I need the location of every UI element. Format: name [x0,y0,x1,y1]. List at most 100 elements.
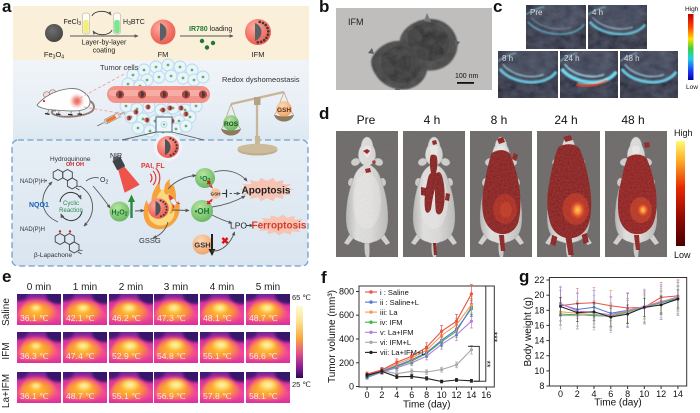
svg-text:GSH: GSH [277,107,291,114]
svg-text:Low: Low [686,84,698,91]
svg-text:0: 0 [364,390,369,400]
svg-text:8: 8 [424,390,429,400]
svg-text:✖: ✖ [207,180,212,187]
svg-text:4 h: 4 h [592,8,603,17]
svg-text:18: 18 [534,305,544,315]
svg-text:4: 4 [591,389,596,399]
svg-text:GSH: GSH [194,241,210,250]
svg-text:FeCl3: FeCl3 [63,19,81,27]
svg-text:High: High [685,6,699,13]
svg-text:47.3 ℃: 47.3 ℃ [157,313,186,323]
svg-text:8: 8 [539,381,544,391]
svg-text:0: 0 [558,389,563,399]
svg-text:10: 10 [437,390,447,400]
svg-text:48.1 ℃: 48.1 ℃ [203,313,232,323]
svg-text:**: ** [482,360,492,368]
svg-text:55.1 ℃: 55.1 ℃ [112,391,141,401]
svg-text:Low: Low [674,250,691,260]
svg-text:***: *** [489,332,499,343]
svg-text:High: High [674,128,693,138]
svg-text:O2: O2 [100,177,108,185]
svg-text:65 ℃: 65 ℃ [292,293,311,302]
svg-text:14: 14 [534,336,544,346]
svg-text:OH OH: OH OH [66,162,84,168]
svg-text:6: 6 [409,390,414,400]
svg-text:56.9 ℃: 56.9 ℃ [157,391,186,401]
svg-text:IFM: IFM [348,17,364,27]
svg-text:46.2 ℃: 46.2 ℃ [112,313,141,323]
svg-text:12: 12 [656,389,666,399]
svg-text:52.9 ℃: 52.9 ℃ [112,351,141,361]
svg-text:12: 12 [451,390,461,400]
svg-text:4: 4 [394,390,399,400]
svg-text:8: 8 [625,389,630,399]
svg-text:24 h: 24 h [564,54,580,63]
svg-text:•OH: •OH [195,207,210,216]
svg-text:Layer-by-layer: Layer-by-layer [82,40,127,47]
svg-text:LPO: LPO [230,221,247,231]
svg-text:42.1 ℃: 42.1 ℃ [66,313,95,323]
svg-text:Cyclic: Cyclic [63,201,79,207]
svg-text:✖: ✖ [221,236,229,247]
svg-text:Hydroquinone: Hydroquinone [50,156,91,163]
svg-text:8 h: 8 h [502,54,513,63]
svg-text:14: 14 [673,389,683,399]
svg-text:54.8 ℃: 54.8 ℃ [157,351,186,361]
svg-text:36.1 ℃: 36.1 ℃ [20,313,49,323]
svg-text:20: 20 [534,290,544,300]
svg-text:48 h: 48 h [624,54,640,63]
svg-text:i : Saline: i : Saline [380,288,409,297]
svg-text:Ferroptosis: Ferroptosis [251,221,306,232]
svg-text:GSSG: GSSG [139,236,161,245]
svg-text:vi: IFM+L: vi: IFM+L [380,338,411,347]
svg-text:✖: ✖ [207,200,212,207]
svg-text:β-Lapachone: β-Lapachone [34,252,72,259]
svg-text:10: 10 [639,389,649,399]
svg-text:IR780 loading: IR780 loading [189,26,232,33]
svg-text:Tumor volume (mm³): Tumor volume (mm³) [327,290,338,383]
svg-text:vii: La+IFM+L: vii: La+IFM+L [380,348,425,357]
svg-text:25 ℃: 25 ℃ [292,380,311,389]
svg-text:coating: coating [93,48,116,55]
svg-text:Fe3O4: Fe3O4 [44,50,64,61]
svg-text:Pre: Pre [530,8,543,17]
svg-text:IFM: IFM [252,50,265,59]
svg-text:ROS: ROS [224,121,239,128]
svg-text:100 nm: 100 nm [455,73,479,80]
svg-text:57.8 ℃: 57.8 ℃ [203,391,232,401]
svg-text:10: 10 [534,366,544,376]
svg-text:iv: IFM: iv: IFM [380,318,403,327]
svg-text:56.6 ℃: 56.6 ℃ [249,351,278,361]
svg-text:Body weight (g): Body weight (g) [523,297,534,366]
svg-text:58.1 ℃: 58.1 ℃ [249,391,278,401]
svg-text:2: 2 [575,389,580,399]
svg-text:NAD(P)H•: NAD(P)H• [20,179,47,185]
svg-text:36.3 ℃: 36.3 ℃ [20,351,49,361]
svg-text:0: 0 [349,382,354,392]
svg-text:ii : Saline+L: ii : Saline+L [380,298,419,307]
svg-text:55.1 ℃: 55.1 ℃ [203,351,232,361]
svg-text:1O2: 1O2 [200,175,211,184]
svg-text:NAD(P)H: NAD(P)H [20,227,45,233]
svg-text:14: 14 [466,390,476,400]
svg-text:36.1 ℃: 36.1 ℃ [20,391,49,401]
svg-text:NIR: NIR [110,153,122,160]
svg-text:600: 600 [339,310,354,320]
svg-text:6: 6 [608,389,613,399]
svg-text:48.7 ℃: 48.7 ℃ [249,313,278,323]
svg-text:iii: La: iii: La [380,308,398,317]
svg-text:Redox dyshomeostasis: Redox dyshomeostasis [222,75,300,84]
svg-text:200: 200 [339,358,354,368]
svg-text:PAI, FL: PAI, FL [141,163,165,170]
svg-text:Time (day): Time (day) [594,398,641,409]
svg-text:Apoptosis: Apoptosis [242,186,291,197]
svg-text:400: 400 [339,334,354,344]
svg-text:GSH: GSH [211,192,222,197]
svg-text:v: La+IFM: v: La+IFM [380,328,414,337]
svg-text:12: 12 [534,351,544,361]
svg-text:Tumor cells: Tumor cells [100,63,139,72]
svg-text:NQO1: NQO1 [29,202,49,209]
svg-text:H2O2: H2O2 [111,210,127,218]
svg-text:22: 22 [534,275,544,285]
svg-text:H3BTC: H3BTC [123,19,145,27]
